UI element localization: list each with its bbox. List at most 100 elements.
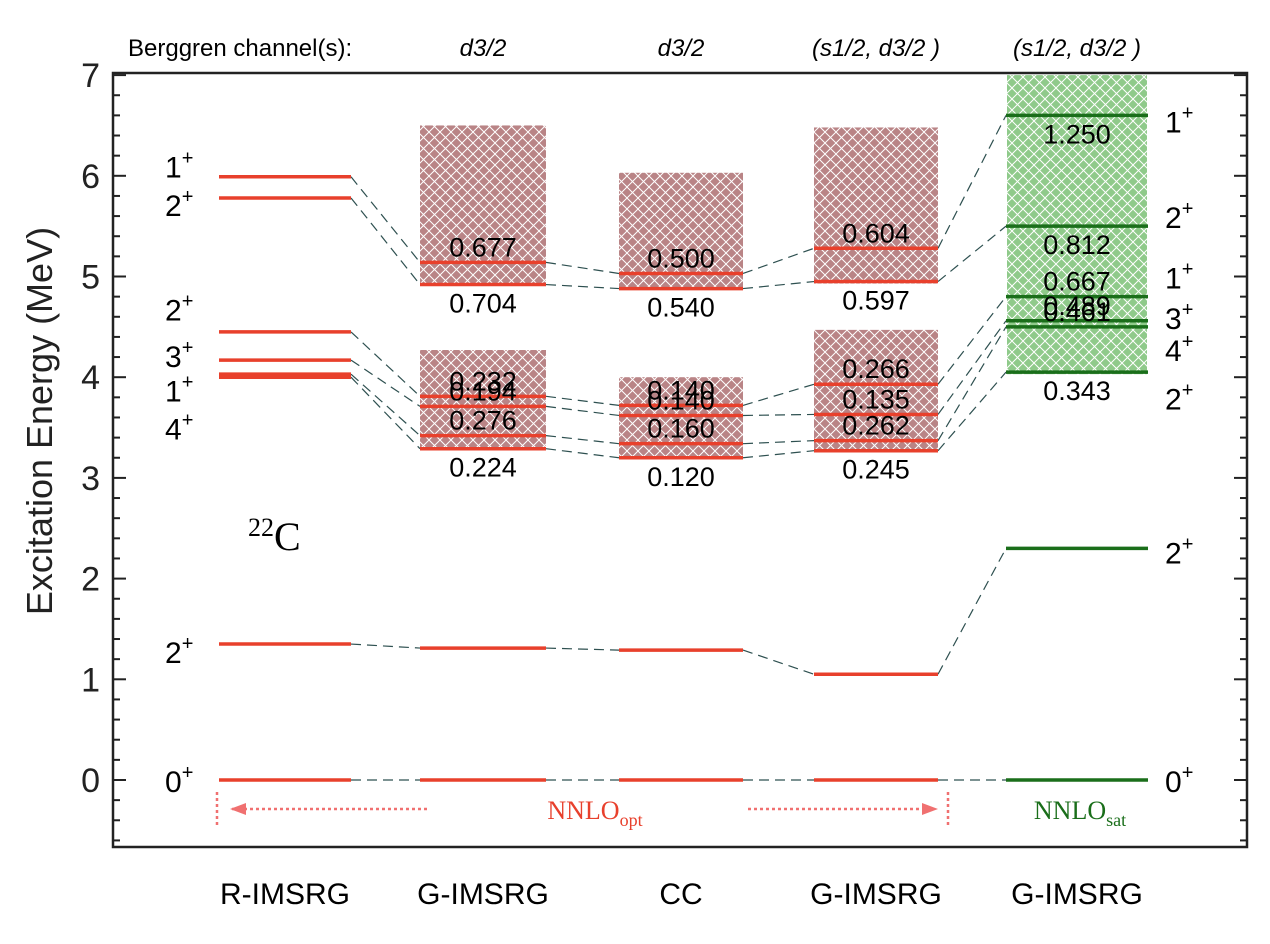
parity-sign: + bbox=[182, 762, 194, 784]
width-label: 0.667 bbox=[1043, 267, 1111, 297]
width-label: 0.140 bbox=[647, 375, 715, 405]
spin-label: 2+ bbox=[165, 186, 193, 223]
spin-label: 2+ bbox=[165, 291, 193, 328]
spin-value: 2 bbox=[165, 637, 182, 670]
spin-label: 1+ bbox=[1165, 102, 1193, 139]
width-label: 0.540 bbox=[647, 293, 715, 323]
spin-value: 0 bbox=[165, 766, 182, 799]
width-label: 0.245 bbox=[842, 455, 910, 485]
parity-sign: + bbox=[1182, 299, 1194, 321]
connector-line bbox=[545, 395, 620, 406]
spin-value: 1 bbox=[165, 152, 182, 185]
method-label: G-IMSRG bbox=[417, 878, 549, 911]
connector-line bbox=[937, 548, 1007, 675]
width-label: 0.489 bbox=[1043, 291, 1111, 321]
width-label: 0.224 bbox=[449, 453, 517, 483]
nucleus-label: 22C bbox=[248, 513, 301, 559]
width-label: 0.500 bbox=[647, 243, 715, 273]
spin-value: 4 bbox=[1165, 335, 1182, 368]
channel-label: (s1/2, d3/2 ) bbox=[1013, 35, 1141, 62]
width-band bbox=[420, 125, 546, 285]
width-band bbox=[619, 172, 743, 290]
spin-label: 4+ bbox=[165, 410, 193, 447]
channel-label: d3/2 bbox=[460, 35, 507, 62]
spin-label: 2+ bbox=[1165, 198, 1193, 235]
spin-value: 2 bbox=[1165, 383, 1182, 416]
parity-sign: + bbox=[1182, 102, 1194, 124]
connector-line bbox=[350, 359, 421, 407]
connector-line bbox=[937, 371, 1007, 452]
spin-value: 2 bbox=[1165, 537, 1182, 570]
spin-value: 1 bbox=[165, 375, 182, 408]
channel-label: (s1/2, d3/2 ) bbox=[812, 35, 940, 62]
connector-line bbox=[350, 643, 421, 649]
method-label: G-IMSRG bbox=[1011, 878, 1143, 911]
sat-interaction-base: NNLO bbox=[1034, 796, 1106, 825]
channel-labels: d3/2 d3/2 (s1/2, d3/2 ) (s1/2, d3/2 ) bbox=[460, 35, 1141, 62]
spin-label: 2+ bbox=[165, 633, 193, 670]
width-label: 0.232 bbox=[449, 366, 517, 396]
parity-sign: + bbox=[1182, 379, 1194, 401]
width-label: 0.276 bbox=[449, 406, 517, 436]
width-label: 0.604 bbox=[842, 218, 910, 248]
y-tick-label: 0 bbox=[81, 762, 100, 800]
spin-label: 2+ bbox=[1165, 533, 1193, 570]
spin-label: 3+ bbox=[1165, 299, 1193, 336]
connector-line bbox=[350, 197, 421, 285]
connector-line bbox=[742, 383, 815, 406]
spin-value: 0 bbox=[1165, 766, 1182, 799]
spin-value: 4 bbox=[165, 414, 182, 447]
connector-line bbox=[545, 448, 620, 459]
width-label: 0.343 bbox=[1043, 376, 1111, 406]
opt-left-arrow-head bbox=[230, 803, 246, 815]
width-band bbox=[814, 127, 938, 284]
spin-label: 1+ bbox=[165, 148, 193, 185]
y-tick-label: 7 bbox=[81, 57, 100, 95]
channel-label: d3/2 bbox=[658, 35, 705, 62]
connector-line bbox=[545, 283, 620, 290]
y-tick-label: 5 bbox=[81, 259, 100, 297]
spin-value: 3 bbox=[165, 341, 182, 374]
width-label: 0.461 bbox=[1043, 297, 1111, 327]
connector-line bbox=[545, 261, 620, 275]
parity-sign: + bbox=[1182, 259, 1194, 281]
nucleus-element: C bbox=[274, 514, 301, 559]
connector-line bbox=[742, 649, 815, 675]
spin-label: 3+ bbox=[165, 337, 193, 374]
connector-line bbox=[937, 296, 1007, 385]
method-label: R-IMSRG bbox=[220, 878, 350, 911]
spin-value: 3 bbox=[1165, 303, 1182, 336]
connector-lines bbox=[350, 115, 1007, 781]
parity-sign: + bbox=[182, 291, 194, 313]
connector-line bbox=[742, 413, 815, 417]
plot-frame bbox=[111, 71, 1249, 849]
sat-interaction-sub: sat bbox=[1106, 810, 1126, 830]
connector-line bbox=[350, 376, 421, 450]
width-label: 0.135 bbox=[842, 384, 910, 414]
opt-interaction-label: NNLOopt bbox=[547, 796, 642, 830]
opt-right-arrow-head bbox=[922, 803, 938, 815]
sat-interaction-label: NNLOsat bbox=[1034, 796, 1126, 830]
connector-line bbox=[350, 331, 421, 397]
spin-label: 0+ bbox=[1165, 762, 1193, 799]
connector-line bbox=[937, 326, 1007, 441]
y-tick-label: 3 bbox=[81, 460, 100, 498]
width-label: 0.812 bbox=[1043, 230, 1111, 260]
parity-sign: + bbox=[1182, 533, 1194, 555]
method-label: G-IMSRG bbox=[810, 878, 942, 911]
parity-sign: + bbox=[182, 633, 194, 655]
energy-levels bbox=[219, 113, 1148, 782]
connector-line bbox=[937, 320, 1007, 415]
spin-label: 0+ bbox=[165, 762, 193, 799]
width-band bbox=[420, 350, 546, 450]
width-label: 0.266 bbox=[842, 354, 910, 384]
opt-interaction-base: NNLO bbox=[547, 796, 619, 825]
connector-line bbox=[937, 115, 1007, 249]
connector-line bbox=[742, 247, 815, 275]
method-label: CC bbox=[659, 878, 702, 911]
parity-sign: + bbox=[182, 371, 194, 393]
spin-value: 2 bbox=[1165, 202, 1182, 235]
